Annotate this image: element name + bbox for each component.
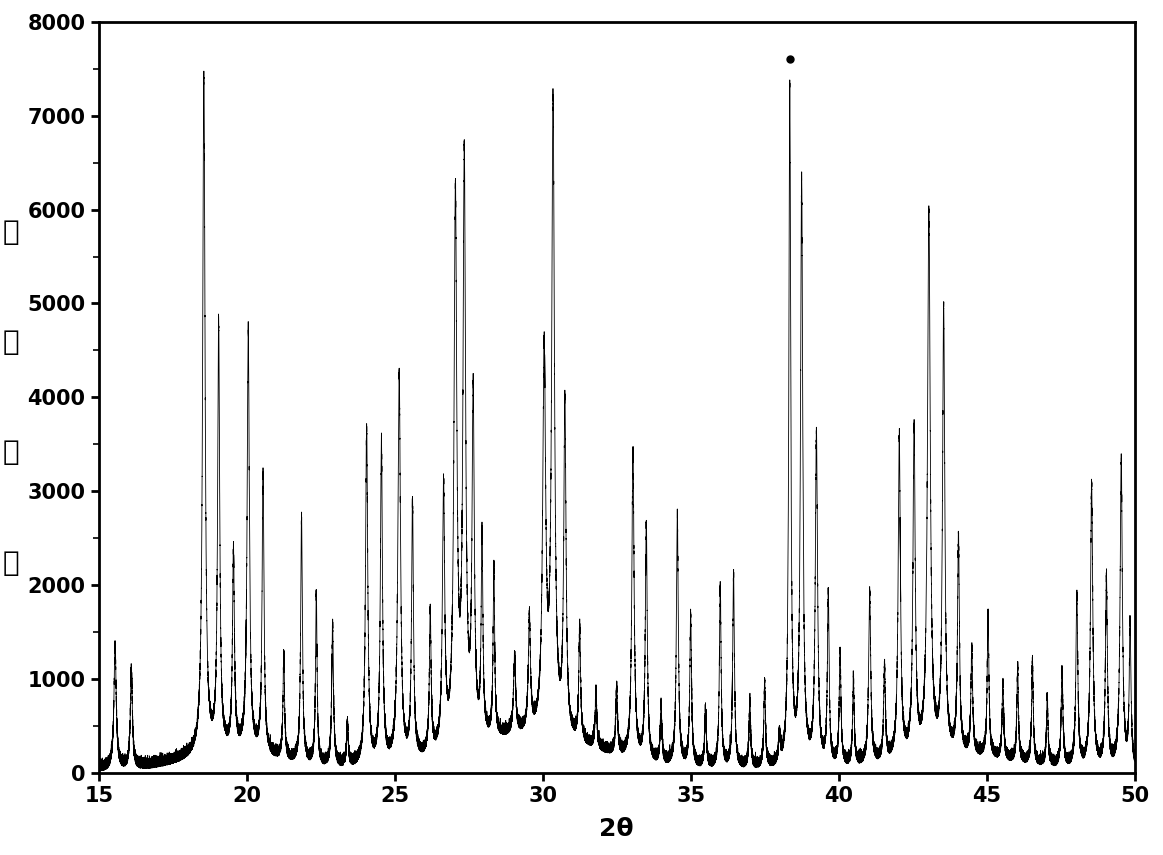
Text: 相: 相 bbox=[2, 218, 19, 246]
Text: 对: 对 bbox=[2, 328, 19, 357]
X-axis label: 2θ: 2θ bbox=[599, 817, 634, 841]
Text: 强: 强 bbox=[2, 439, 19, 467]
Text: 度: 度 bbox=[2, 549, 19, 576]
